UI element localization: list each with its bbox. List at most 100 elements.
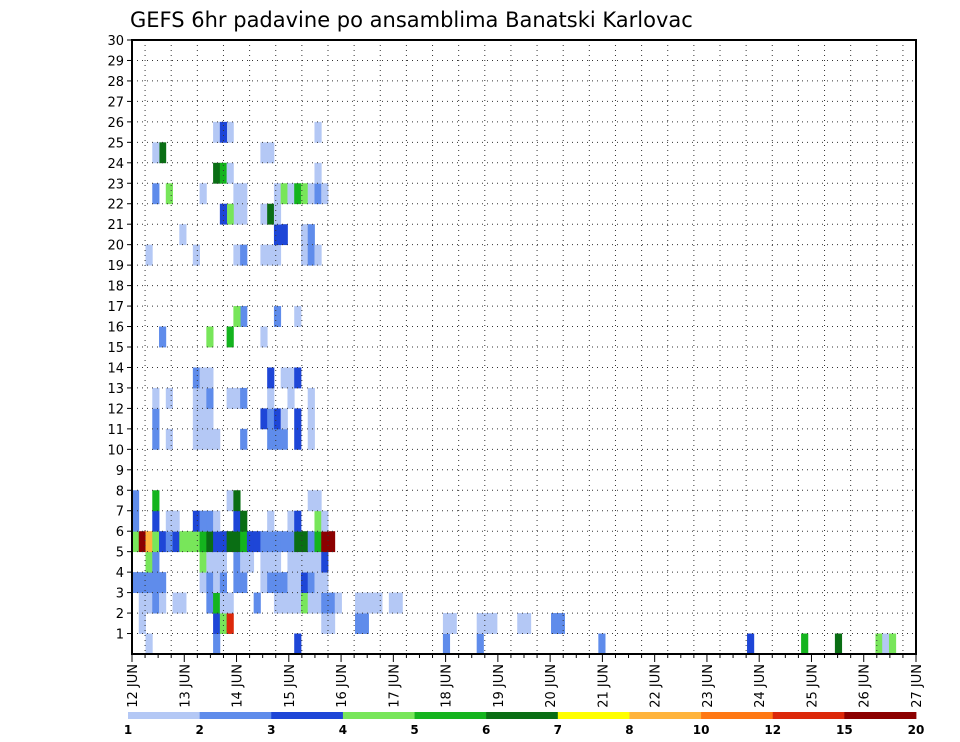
x-tick-label: 13 JUN	[178, 664, 193, 708]
x-tick-label: 23 JUN	[701, 664, 716, 708]
heatmap-cell	[834, 633, 843, 655]
heatmap-cell	[280, 428, 288, 450]
heatmap-cell	[287, 551, 295, 573]
heatmap-cell	[314, 572, 322, 593]
colorbar-swatch	[629, 712, 702, 719]
x-tick-label: 15 JUN	[283, 664, 298, 708]
x-tick-label: 26 JUN	[858, 664, 873, 708]
heatmap-cell	[219, 531, 228, 553]
colorbar-label: 6	[482, 723, 490, 737]
heatmap-cell	[213, 510, 221, 532]
heatmap-cell	[159, 326, 167, 348]
heatmap-cell	[294, 510, 302, 532]
heatmap-cell	[300, 244, 309, 266]
heatmap-cell	[199, 387, 207, 409]
colorbar-label: 10	[693, 723, 710, 737]
heatmap-cell	[267, 387, 275, 409]
y-tick-label: 9	[116, 464, 124, 479]
colorbar-label: 1	[124, 723, 132, 737]
heatmap-cell	[152, 531, 160, 553]
heatmap-cell	[219, 592, 228, 614]
heatmap-cell	[172, 510, 180, 532]
heatmap-cell	[294, 428, 302, 450]
heatmap-cell	[199, 428, 207, 450]
y-tick-label: 2	[116, 607, 124, 622]
y-tick-label: 21	[107, 218, 124, 233]
heatmap-cell	[145, 572, 153, 593]
y-tick-label: 3	[116, 587, 124, 602]
colorbar: 1 2 3 4 5 6 7 8 10 12 15 20	[124, 712, 924, 737]
y-tick-label: 27	[107, 95, 124, 110]
x-tick-label: 24 JUN	[753, 664, 768, 708]
heatmap-cell	[199, 183, 207, 205]
heatmap-cell	[206, 367, 214, 389]
heatmap-cell	[152, 408, 160, 430]
heatmap-cell	[199, 551, 207, 573]
heatmap-cell	[219, 572, 228, 593]
y-tick-label: 28	[107, 75, 124, 90]
heatmap-cell	[213, 551, 221, 573]
heatmap-cell	[355, 613, 363, 634]
heatmap-cell	[159, 592, 167, 614]
heatmap-cell	[328, 592, 336, 614]
colorbar-swatch	[128, 712, 201, 719]
heatmap-cell	[273, 551, 282, 573]
heatmap-cell	[294, 572, 302, 593]
y-tick-label: 22	[107, 198, 124, 213]
heatmap-cell	[260, 326, 268, 348]
heatmap-cell	[260, 408, 268, 430]
heatmap-cell	[273, 592, 282, 614]
y-tick-label: 8	[116, 484, 124, 499]
colorbar-swatch	[486, 712, 559, 719]
colorbar-swatch	[844, 712, 917, 719]
heatmap-cell	[233, 203, 241, 225]
heatmap-cell	[375, 592, 383, 614]
heatmap-cell	[321, 531, 329, 553]
colorbar-label: 4	[339, 723, 347, 737]
x-axis: 12 JUN 13 JUN 14 JUN 15 JUN 16 JUN 17 JUN 18 J…	[126, 654, 925, 708]
heatmap-cell	[240, 428, 248, 450]
heatmap-cell	[551, 613, 559, 634]
heatmap-cell	[273, 244, 282, 266]
heatmap-cell	[355, 592, 363, 614]
x-tick-label: 17 JUN	[387, 664, 402, 708]
heatmap-cell	[145, 531, 153, 553]
y-tick-label: 18	[107, 280, 124, 295]
heatmap-cell	[314, 592, 322, 614]
heatmap-cell	[206, 572, 214, 593]
heatmap-cell	[206, 408, 214, 430]
y-tick-label: 23	[107, 177, 124, 192]
colorbar-swatch	[271, 712, 344, 719]
heatmap-cell	[888, 633, 897, 655]
heatmap-cell	[280, 592, 288, 614]
heatmap-cell	[240, 203, 248, 225]
heatmap-cell	[233, 244, 241, 266]
x-tick-label: 22 JUN	[649, 664, 664, 708]
heatmap-cell	[219, 162, 228, 184]
heatmap-cell	[145, 551, 153, 573]
heatmap-cell	[361, 613, 369, 634]
heatmap-cell	[321, 592, 329, 614]
heatmap-cell	[165, 531, 173, 553]
heatmap-cell	[226, 387, 234, 409]
heatmap-cell	[801, 633, 809, 655]
heatmap-cell	[240, 306, 248, 327]
heatmap-cell	[138, 531, 146, 553]
heatmap-cell	[314, 183, 322, 205]
heatmap-cell	[206, 592, 214, 614]
heatmap-cell	[226, 203, 234, 225]
heatmap-cell	[273, 306, 282, 327]
heatmap-cell	[361, 592, 369, 614]
heatmap-cell	[240, 244, 248, 266]
heatmap-cell	[213, 633, 221, 655]
heatmap-cell	[213, 162, 221, 184]
heatmap-cell	[307, 551, 315, 573]
heatmap-cell	[307, 244, 315, 266]
heatmap-cell	[219, 121, 228, 143]
heatmap-cell	[226, 592, 234, 614]
colorbar-swatch	[557, 712, 630, 719]
heatmap-cell	[240, 387, 248, 409]
heatmap-cell	[273, 428, 282, 450]
heatmap-cell	[165, 387, 173, 409]
heatmap-cell	[882, 633, 890, 655]
